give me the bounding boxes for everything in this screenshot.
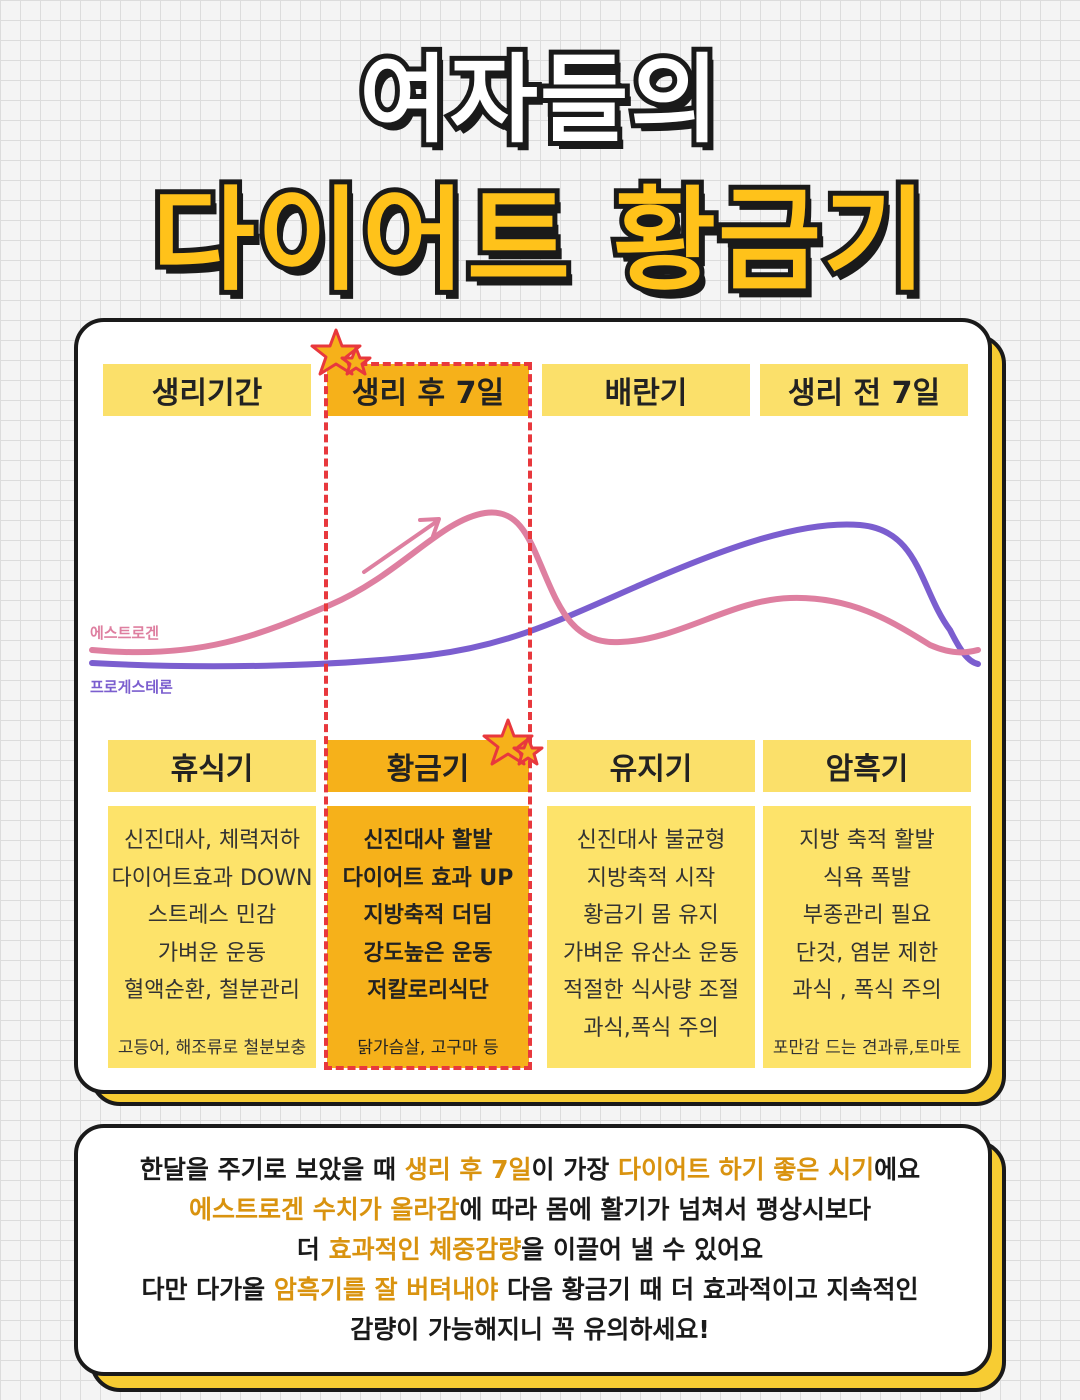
progesterone-curve bbox=[89, 521, 981, 670]
phase-pre-7days: 생리 전 7일 bbox=[760, 364, 968, 416]
summary-line-1: 한달을 주기로 보았을 때 생리 후 7일이 가장 다이어트 하기 좋은 시기에… bbox=[139, 1155, 921, 1184]
maintain-line-4: 가벼운 유산소 운동 bbox=[563, 940, 739, 966]
golden-line-4: 강도높은 운동 bbox=[363, 940, 493, 966]
maintain-line-5: 적절한 식사량 조절 bbox=[563, 978, 739, 1003]
maintain-line-3: 황금기 몸 유지 bbox=[583, 903, 719, 928]
rest-line-3: 스트레스 민감 bbox=[147, 903, 277, 928]
maintain-line-2: 지방축적 시작 bbox=[586, 865, 716, 891]
rest-line-1: 신진대사, 체력저하 bbox=[124, 828, 300, 853]
dark-line-1: 지방 축적 활발 bbox=[799, 828, 935, 853]
golden-line-2: 다이어트 효과 UP bbox=[342, 865, 514, 891]
summary-card bbox=[74, 1124, 992, 1376]
golden-line-5: 저칼로리식단 bbox=[367, 978, 489, 1003]
summary-line-2: 에스트로겐 수치가 올라감에 따라 몸에 활기가 넘쳐서 평상시보다 bbox=[189, 1195, 871, 1224]
golden-tip: 닭가슴살, 고구마 등 bbox=[357, 1038, 499, 1058]
dark-line-2: 식욕 폭발 bbox=[823, 865, 911, 891]
dark-detail-box: 지방 축적 활발 식욕 폭발 부종관리 필요 단것, 염분 제한 과식 , 폭식… bbox=[763, 806, 971, 1068]
estrogen-legend: 에스트로겐 bbox=[90, 624, 160, 642]
dark-tip: 포만감 드는 견과류,토마토 bbox=[772, 1038, 962, 1058]
phase-menstruation: 생리기간 bbox=[103, 364, 311, 416]
rest-detail-box: 신진대사, 체력저하 다이어트효과 DOWN 스트레스 민감 가벼운 운동 혈액… bbox=[108, 806, 316, 1068]
dark-line-3: 부종관리 필요 bbox=[802, 903, 932, 928]
period-dark: 암흑기 bbox=[763, 740, 971, 792]
maintain-line-1: 신진대사 불균형 bbox=[576, 828, 726, 853]
dark-line-4: 단것, 염분 제한 bbox=[795, 940, 939, 966]
summary-line-3: 더 효과적인 체중감량을 이끌어 낼 수 있어요 bbox=[296, 1235, 764, 1264]
phase-ovulation: 배란기 bbox=[542, 364, 750, 416]
maintain-line-6: 과식,폭식 주의 bbox=[583, 1015, 719, 1041]
phase-post-7days: 생리 후 7일 bbox=[327, 364, 529, 416]
estrogen-curve bbox=[89, 509, 981, 656]
dark-line-5: 과식 , 폭식 주의 bbox=[792, 978, 942, 1003]
rest-line-4: 가벼운 운동 bbox=[157, 940, 267, 966]
golden-highlight-frame bbox=[324, 362, 532, 1070]
star-icon-mid bbox=[482, 718, 544, 766]
progesterone-legend: 프로게스테론 bbox=[90, 678, 173, 696]
rest-line-5: 혈액순환, 철분관리 bbox=[124, 978, 300, 1003]
summary-line-5: 감량이 가능해지니 꼭 유의하세요! bbox=[350, 1315, 710, 1344]
star-icon-top bbox=[310, 328, 372, 376]
rest-tip: 고등어, 해조류로 철분보충 bbox=[117, 1038, 307, 1058]
period-maintain: 유지기 bbox=[547, 740, 755, 792]
golden-detail-box: 신진대사 활발 다이어트 효과 UP 지방축적 더딤 강도높은 운동 저칼로리식… bbox=[327, 806, 529, 1068]
title-line-1: 여자들의 bbox=[354, 39, 723, 161]
title-line-2: 다이어트 황금기 bbox=[147, 171, 931, 311]
golden-line-1: 신진대사 활발 bbox=[363, 828, 493, 853]
summary-text: 한달을 주기로 보았을 때 생리 후 7일이 가장 다이어트 하기 좋은 시기에… bbox=[94, 1150, 966, 1350]
summary-line-4: 다만 다가올 암흑기를 잘 버텨내야 다음 황금기 때 더 효과적이고 지속적인 bbox=[141, 1275, 919, 1304]
period-golden: 황금기 bbox=[327, 740, 529, 792]
rest-line-2: 다이어트효과 DOWN bbox=[111, 865, 313, 891]
rise-arrow-icon bbox=[362, 517, 441, 574]
period-rest: 휴식기 bbox=[108, 740, 316, 792]
golden-line-3: 지방축적 더딤 bbox=[363, 903, 493, 928]
maintain-detail-box: 신진대사 불균형 지방축적 시작 황금기 몸 유지 가벼운 유산소 운동 적절한… bbox=[547, 806, 755, 1068]
